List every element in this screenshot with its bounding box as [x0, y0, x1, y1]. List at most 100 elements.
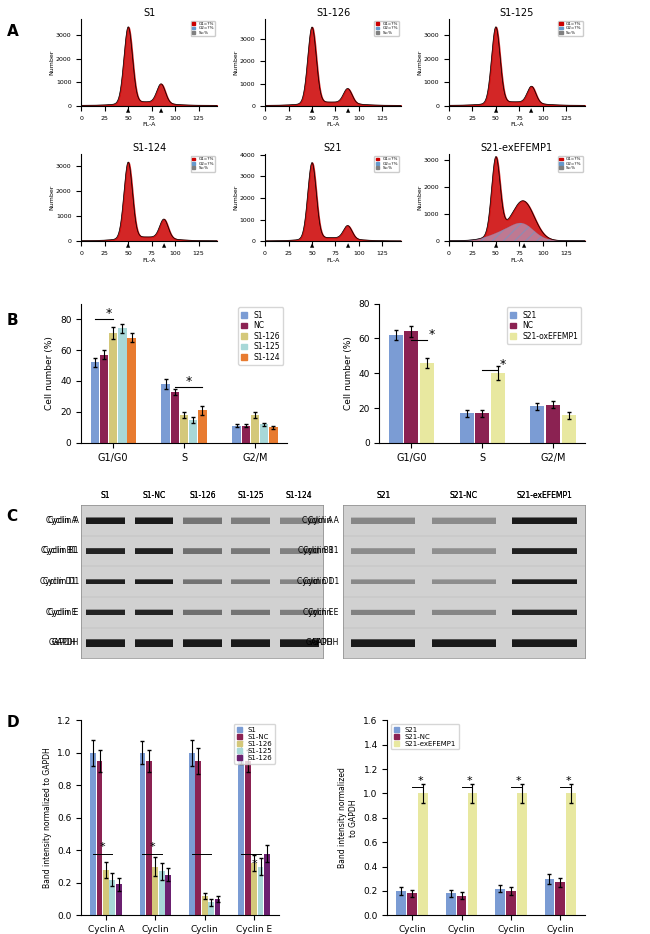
- Bar: [512, 517, 577, 518]
- Text: *: *: [566, 776, 571, 785]
- Bar: [512, 579, 577, 585]
- Bar: [86, 609, 125, 610]
- Bar: [146, 761, 152, 915]
- Bar: [161, 384, 170, 443]
- Bar: [512, 609, 577, 610]
- Bar: [86, 609, 125, 616]
- Bar: [171, 392, 179, 443]
- Text: Cyclin B1: Cyclin B1: [298, 546, 333, 556]
- Legend: S21, NC, S21-oxEFEMP1: S21, NC, S21-oxEFEMP1: [507, 307, 581, 344]
- Bar: [257, 867, 263, 915]
- Text: S21: S21: [376, 491, 390, 501]
- Bar: [214, 899, 220, 915]
- Bar: [135, 639, 174, 640]
- Bar: [491, 374, 505, 443]
- Bar: [280, 517, 318, 524]
- Text: ▲: ▲: [346, 108, 350, 113]
- Bar: [555, 883, 565, 915]
- Text: *: *: [499, 358, 506, 371]
- Bar: [280, 639, 318, 640]
- Bar: [506, 891, 516, 915]
- Legend: S1, NC, S1-126, S1-125, S1-124: S1, NC, S1-126, S1-125, S1-124: [238, 307, 283, 364]
- Bar: [231, 609, 270, 610]
- Bar: [183, 609, 222, 611]
- Bar: [351, 579, 415, 585]
- Text: Cyclin E: Cyclin E: [49, 608, 79, 616]
- Bar: [512, 517, 577, 524]
- Bar: [280, 517, 318, 518]
- Bar: [183, 517, 222, 524]
- Legend: G1=?%, G2=?%, S=%: G1=?%, G2=?%, S=%: [374, 156, 399, 172]
- Text: A: A: [6, 24, 18, 39]
- Bar: [432, 609, 496, 610]
- Bar: [135, 609, 174, 611]
- Bar: [86, 639, 125, 640]
- Bar: [97, 761, 103, 915]
- Bar: [242, 426, 250, 443]
- Bar: [251, 415, 259, 443]
- Bar: [86, 547, 125, 549]
- Text: ▲: ▲: [493, 108, 498, 113]
- Bar: [183, 609, 222, 616]
- Text: S21-NC: S21-NC: [450, 491, 478, 501]
- Bar: [418, 794, 428, 915]
- Bar: [420, 362, 434, 443]
- Y-axis label: Band intensity normalized
to GAPDH: Band intensity normalized to GAPDH: [339, 768, 358, 869]
- Bar: [231, 547, 270, 549]
- Bar: [231, 639, 270, 640]
- Bar: [264, 854, 270, 915]
- Text: *: *: [105, 306, 112, 319]
- Bar: [351, 517, 415, 518]
- Text: *: *: [428, 329, 435, 342]
- Bar: [280, 639, 318, 640]
- Title: S21: S21: [324, 143, 343, 153]
- Text: S1-126: S1-126: [189, 491, 216, 501]
- Bar: [512, 639, 577, 640]
- Bar: [475, 414, 489, 443]
- Text: ▲: ▲: [522, 244, 526, 248]
- Legend: G1=?%, G2=?%, S=%: G1=?%, G2=?%, S=%: [558, 156, 583, 172]
- Bar: [280, 547, 318, 549]
- X-axis label: FL-A: FL-A: [326, 122, 340, 127]
- Bar: [231, 579, 270, 580]
- Bar: [530, 406, 545, 443]
- Bar: [116, 884, 122, 915]
- Bar: [135, 517, 174, 518]
- Bar: [351, 639, 415, 640]
- Bar: [351, 579, 415, 580]
- Bar: [280, 609, 318, 610]
- Bar: [86, 639, 125, 640]
- Bar: [351, 547, 415, 555]
- Bar: [135, 517, 174, 518]
- Bar: [90, 753, 96, 915]
- Text: S21-exEFEMP1: S21-exEFEMP1: [517, 491, 573, 501]
- Bar: [432, 547, 496, 548]
- Text: GAPDH: GAPDH: [51, 639, 79, 647]
- Bar: [153, 867, 158, 915]
- Text: Cyclin D1: Cyclin D1: [297, 577, 333, 587]
- Bar: [351, 609, 415, 610]
- Bar: [280, 517, 318, 518]
- Bar: [351, 547, 415, 549]
- Y-axis label: Number: Number: [49, 50, 55, 75]
- Text: Cyclin D1: Cyclin D1: [43, 577, 79, 587]
- Bar: [457, 896, 467, 915]
- X-axis label: FL-A: FL-A: [142, 122, 156, 127]
- Bar: [351, 517, 415, 524]
- Bar: [432, 547, 496, 555]
- Bar: [351, 547, 415, 549]
- Legend: G1=?%, G2=?%, S=%: G1=?%, G2=?%, S=%: [190, 21, 215, 36]
- Bar: [280, 547, 318, 548]
- Bar: [135, 639, 174, 640]
- Text: S1-126: S1-126: [189, 491, 216, 501]
- Bar: [231, 639, 270, 640]
- Text: Cyclin D1: Cyclin D1: [302, 577, 339, 587]
- X-axis label: FL-A: FL-A: [510, 258, 524, 262]
- Bar: [280, 639, 318, 640]
- Y-axis label: Cell number (%): Cell number (%): [46, 336, 55, 410]
- Bar: [183, 639, 222, 640]
- Bar: [432, 639, 496, 647]
- Bar: [135, 639, 174, 640]
- Title: S1-126: S1-126: [316, 7, 350, 18]
- Legend: G1=?%, G2=?%, S=%: G1=?%, G2=?%, S=%: [374, 21, 399, 36]
